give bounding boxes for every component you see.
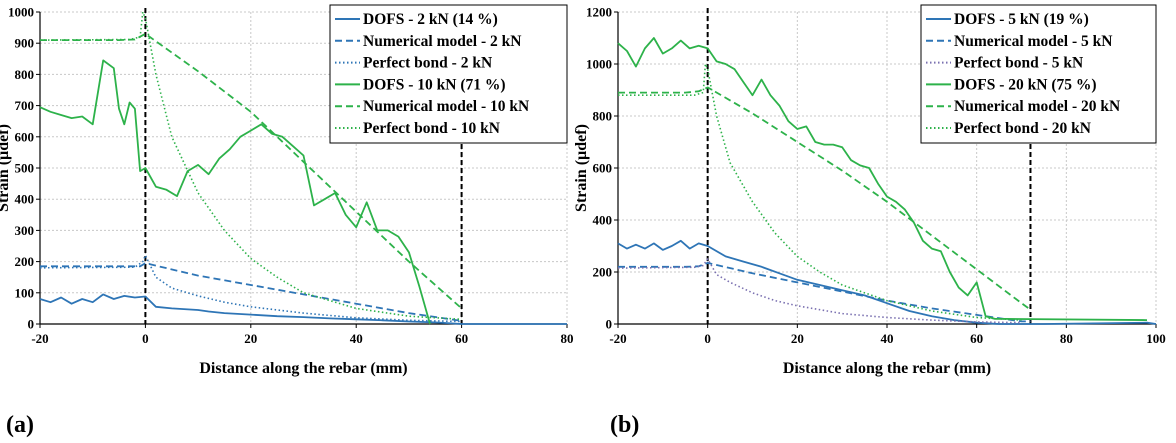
legend-label: Perfect bond - 20 kN [954,120,1091,137]
legend-box [920,4,1157,144]
y-tick-label: 1000 [8,5,34,20]
series-line [618,261,1031,323]
series-line [617,37,1148,321]
x-tick-label: 40 [881,331,894,346]
legend: DOFS - 5 kN (19 %) Numerical model - 5 kN… [920,4,1157,144]
legend-box [329,4,568,144]
x-tick-label: 60 [455,331,468,346]
legend-label: DOFS - 20 kN (75 %) [954,76,1097,93]
y-tick-label: 200 [593,265,613,280]
y-tick-label: 400 [593,213,613,228]
x-tick-label: 100 [1146,331,1166,346]
legend: DOFS - 2 kN (14 %) Numerical model - 2 kN… [329,4,568,144]
y-tick-label: 600 [593,161,613,176]
y-axis-title: Strain (µdef) [0,124,12,212]
y-tick-label: 800 [593,109,613,124]
series-line [40,262,462,322]
y-tick-label: 600 [15,129,35,144]
y-axis-title: Strain (µdef) [573,124,590,212]
x-tick-label: 0 [142,331,149,346]
legend-label: DOFS - 2 kN (14 %) [363,11,498,28]
series-line [618,63,1022,321]
x-tick-label: 20 [791,331,804,346]
y-tick-label: 400 [15,192,35,207]
legend-label: DOFS - 5 kN (19 %) [954,11,1089,28]
y-tick-label: 1000 [586,57,612,72]
legend-label: Perfect bond - 10 kN [363,120,500,137]
series-line [617,258,1022,324]
legend-label: Perfect bond - 5 kN [954,55,1083,72]
x-tick-label: -20 [609,331,626,346]
y-tick-label: 300 [15,223,35,238]
y-tick-label: 200 [15,254,35,269]
x-tick-label: 20 [244,331,257,346]
y-tick-label: 1200 [586,5,612,20]
y-tick-label: 0 [28,317,35,332]
y-tick-label: 500 [15,161,35,176]
x-tick-label: 40 [350,331,363,346]
x-tick-label: 60 [970,331,983,346]
legend-label: Numerical model - 2 kN [363,33,521,50]
x-axis-title: Distance along the rebar (mm) [783,360,991,377]
legend-label: Perfect bond - 2 kN [363,55,492,72]
series-line [617,239,1157,325]
y-tick-label: 900 [15,36,35,51]
legend-label: DOFS - 10 kN (71 %) [363,76,506,93]
legend-label: Numerical model - 10 kN [363,98,529,115]
x-tick-label: 0 [704,331,711,346]
series-line [618,86,1032,311]
series-line [40,32,463,310]
x-axis-title: Distance along the rebar (mm) [199,360,407,377]
panel-label: (a) [6,412,34,438]
y-tick-label: 0 [606,317,613,332]
y-tick-label: 800 [15,67,35,82]
series-line [39,293,567,325]
series-line [39,254,462,323]
series-line [39,59,431,325]
y-tick-label: 700 [15,98,35,113]
x-tick-label: 80 [1060,331,1073,346]
panel-label: (b) [610,412,639,438]
x-tick-label: 80 [561,331,574,346]
legend-label: Numerical model - 20 kN [954,98,1120,115]
legend-label: Numerical model - 5 kN [954,33,1112,50]
y-tick-label: 100 [15,285,35,300]
series-line [39,11,462,321]
x-tick-label: -20 [31,331,48,346]
